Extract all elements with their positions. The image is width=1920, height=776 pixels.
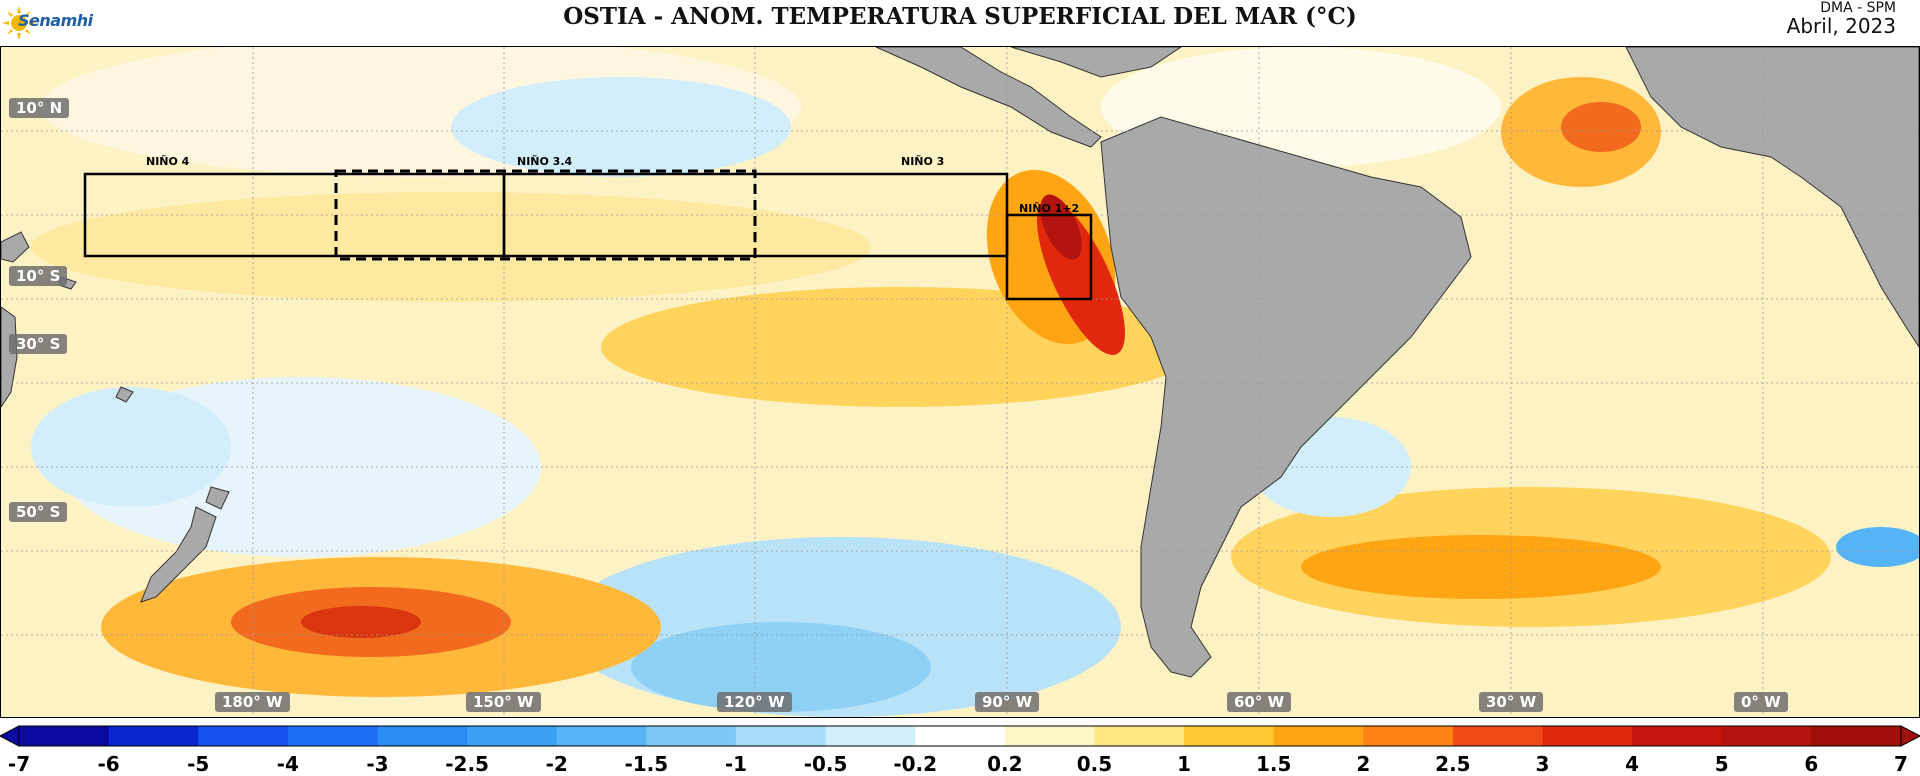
sst-anomaly-map: 10° N 10° S 30° S 50° S 180° W 150° W 12… — [0, 46, 1920, 718]
colorbar-tick-label: -1.5 — [624, 752, 669, 776]
colorbar-tick-label: 5 — [1714, 752, 1729, 776]
colorbar-tick-label: 0.2 — [987, 752, 1023, 776]
colorbar-segment — [1184, 726, 1275, 746]
colorbar-tick-label: 6 — [1804, 752, 1819, 776]
lon-label-60w: 60° W — [1227, 692, 1292, 712]
nino-34-label: NIÑO 3.4 — [517, 155, 573, 168]
colorbar-segment — [1811, 726, 1902, 746]
colorbar-segment — [467, 726, 558, 746]
colorbar-tick-label: -0.2 — [893, 752, 938, 776]
colorbar-tick-label: 7 — [1894, 752, 1908, 776]
nino-4-label: NIÑO 4 — [146, 155, 190, 168]
colorbar-tick-label: -1 — [724, 752, 748, 776]
nino-regions — [83, 169, 1093, 301]
colorbar-segment — [1273, 726, 1364, 746]
colorbar-tick-label: -0.5 — [803, 752, 848, 776]
colorbar-segment — [735, 726, 827, 746]
colorbar-tick-label: -2.5 — [445, 752, 489, 776]
colorbar-segment — [1094, 726, 1185, 746]
anomaly-field — [1, 47, 1919, 717]
lon-label-0w: 0° W — [1734, 692, 1788, 712]
colorbar-segment — [646, 726, 737, 746]
colorbar-segment — [825, 726, 916, 746]
colorbar-segment — [1721, 726, 1812, 746]
colorbar-segment — [377, 726, 468, 746]
colorbar-tick-label: -7 — [7, 752, 31, 776]
lon-label-180w: 180° W — [215, 692, 290, 712]
nino-12-box — [1005, 213, 1093, 301]
map-canvas — [1, 47, 1919, 717]
colorbar-tick-label: 1.5 — [1255, 752, 1292, 776]
colorbar-segment — [1452, 726, 1544, 746]
colorbar-tick-label: 3 — [1535, 752, 1550, 776]
colorbar-segment — [1542, 726, 1633, 746]
colorbar-segment — [1004, 726, 1095, 746]
colorbar-tick-label: -3 — [366, 752, 389, 776]
lat-label-10n: 10° N — [9, 98, 70, 118]
lon-label-30w: 30° W — [1479, 692, 1544, 712]
colorbar-tick-label: 2 — [1356, 752, 1371, 776]
colorbar-segment — [556, 726, 647, 746]
colorbar-segment — [108, 726, 199, 746]
lon-label-150w: 150° W — [466, 692, 541, 712]
nino-3-label: NIÑO 3 — [901, 155, 945, 168]
colorbar-segment — [287, 726, 378, 746]
colorbar-tick-label: -4 — [276, 752, 299, 776]
lat-label-10s: 10° S — [9, 266, 68, 286]
colorbar-segment — [915, 726, 1006, 746]
map-title: OSTIA - ANOM. TEMPERATURA SUPERFICIAL DE… — [563, 3, 1357, 30]
colorbar-tick-label: -2 — [545, 752, 568, 776]
colorbar-border — [18, 725, 1902, 747]
lon-label-90w: 90° W — [975, 692, 1040, 712]
organization-label: DMA - SPM — [1820, 0, 1896, 16]
brand-name: Senamhi — [18, 11, 93, 30]
land-masses — [1, 47, 1919, 678]
colorbar-tick-label: 4 — [1625, 752, 1640, 776]
colorbar-segment — [198, 726, 289, 746]
colorbar-segment — [1363, 726, 1454, 746]
lon-label-120w: 120° W — [717, 692, 792, 712]
sun-icon — [2, 6, 36, 40]
colorbar-tick-label: 0.5 — [1076, 752, 1113, 776]
nino-12-label: NIÑO 1+2 — [1019, 202, 1080, 215]
colorbar-tick-label: 1 — [1177, 752, 1192, 776]
colorbar-segment — [1632, 726, 1723, 746]
nino-34-box — [334, 169, 757, 261]
lat-label-30s: 30° S — [9, 334, 68, 354]
date-label: Abril, 2023 — [1786, 14, 1896, 38]
senamhi-logo: Senamhi — [2, 6, 93, 40]
header: Senamhi OSTIA - ANOM. TEMPERATURA SUPERF… — [0, 0, 1920, 46]
colorbar-tick-label: -6 — [97, 752, 120, 776]
graticule — [1, 47, 1919, 717]
colorbar-tick-label: 2.5 — [1435, 752, 1471, 776]
lat-label-50s: 50° S — [9, 502, 68, 522]
colorbar-segment — [19, 726, 110, 746]
colorbar: -7 -6 -5 -4 -3 -2.5 -2 -1.5 -1 -0.5 -0.2 0.2 0.5 1 1.5… — [0, 724, 1920, 776]
colorbar-arrow-right — [1900, 725, 1920, 747]
colorbar-strip — [0, 725, 1920, 747]
colorbar-tick-label: -5 — [187, 752, 210, 776]
colorbar-arrow-left — [0, 725, 20, 747]
